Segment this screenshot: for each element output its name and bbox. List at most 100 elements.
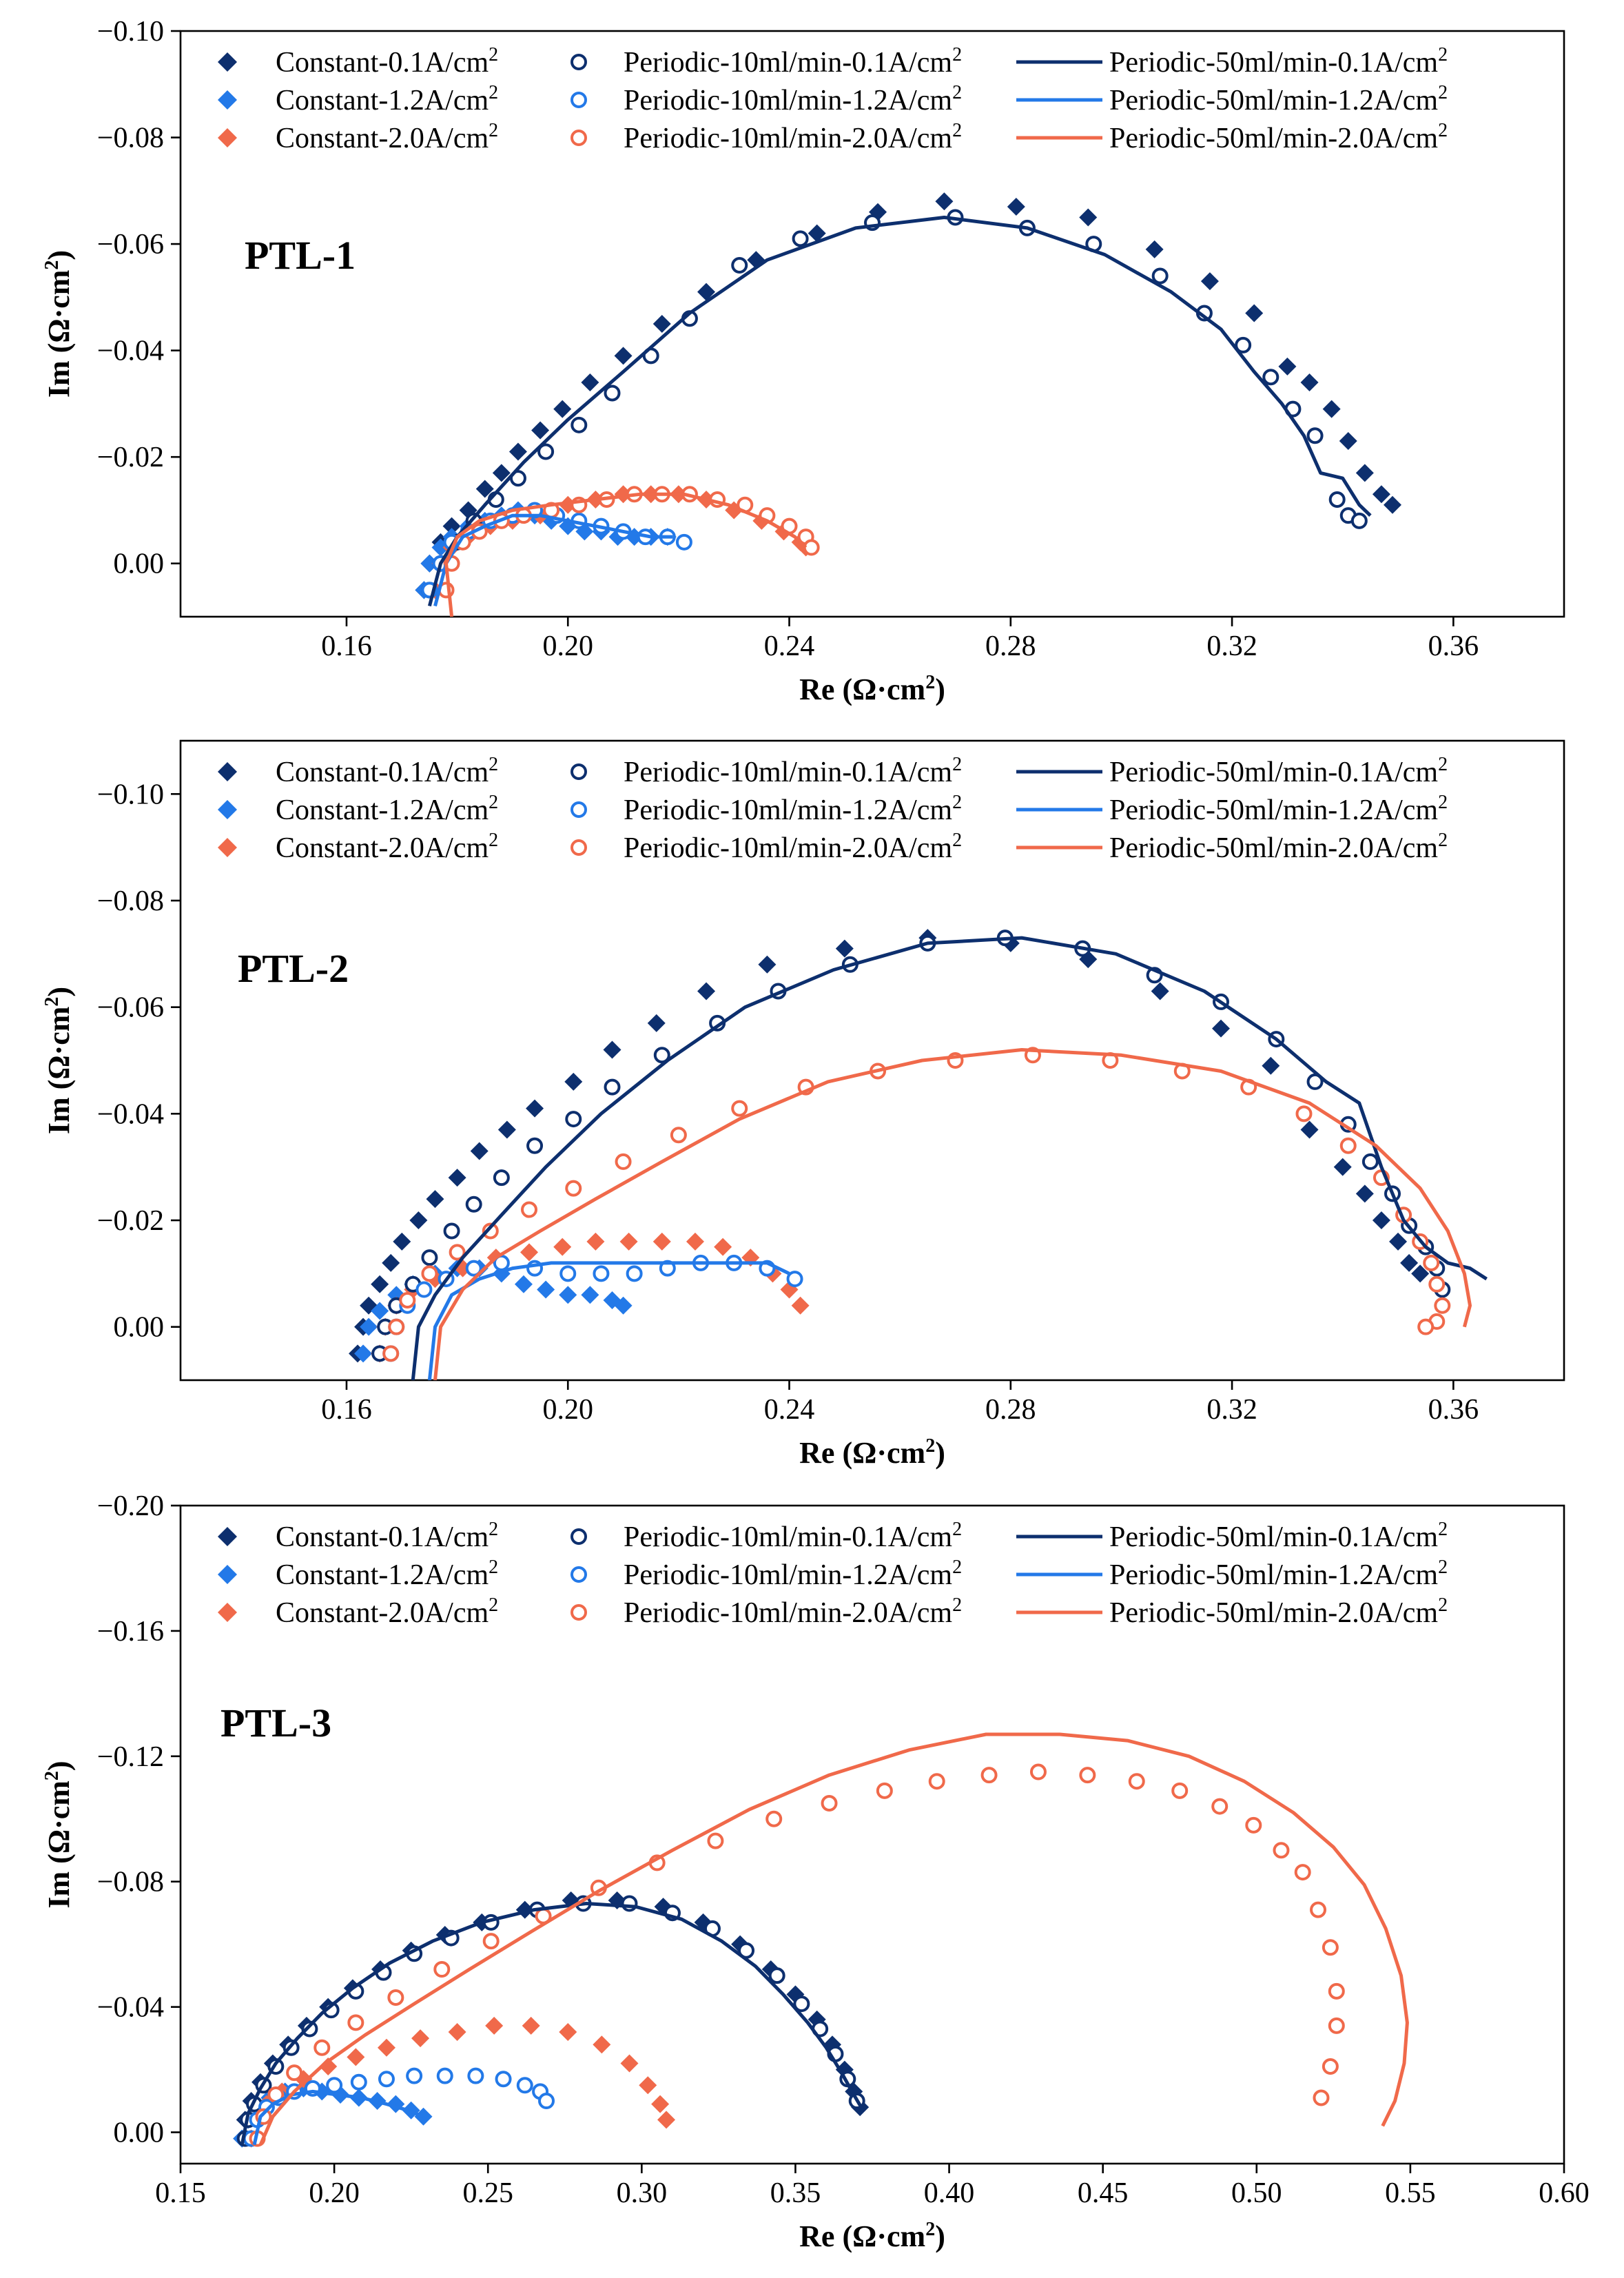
diamond-point xyxy=(1372,485,1390,504)
y-tick-label: −0.08 xyxy=(97,885,164,917)
panel-label: PTL-3 xyxy=(220,1701,331,1745)
diamond-point xyxy=(1300,1120,1319,1139)
diamond-point xyxy=(360,1317,378,1336)
circle-point xyxy=(731,1100,748,1117)
diamond-point xyxy=(1355,1184,1374,1203)
legend-label: Periodic-10ml/min-2.0A/cm2 xyxy=(624,830,962,864)
x-tick-label: 0.30 xyxy=(617,2177,668,2209)
legend-label: Periodic-50ml/min-0.1A/cm2 xyxy=(1109,754,1448,788)
y-tick-label: −0.04 xyxy=(97,336,164,367)
series xyxy=(427,216,1372,607)
legend-label: Periodic-50ml/min-2.0A/cm2 xyxy=(1109,830,1448,864)
diamond-point xyxy=(492,464,511,482)
circle-point xyxy=(493,1169,510,1187)
diamond-point xyxy=(714,1238,732,1256)
circle-point xyxy=(1295,1105,1313,1122)
series xyxy=(433,513,673,607)
series xyxy=(233,1891,870,2148)
legend-label: Periodic-50ml/min-1.2A/cm2 xyxy=(1109,82,1448,116)
diamond-point xyxy=(1262,1056,1280,1075)
legend-diamond-marker xyxy=(218,1527,237,1546)
legend-label: Periodic-10ml/min-0.1A/cm2 xyxy=(624,754,962,788)
y-tick-label: 0.00 xyxy=(114,1312,165,1344)
circle-point xyxy=(928,1773,945,1790)
diamond-point xyxy=(581,1286,599,1304)
x-tick-label: 0.16 xyxy=(321,630,372,662)
series-line xyxy=(252,2089,424,2146)
legend-circle-marker xyxy=(571,763,587,780)
diamond-point xyxy=(639,2076,657,2095)
circle-point xyxy=(1306,1073,1324,1090)
series-line xyxy=(258,1732,1409,2146)
diamond-point xyxy=(382,1253,400,1272)
circle-point xyxy=(465,1260,482,1277)
diamond-point xyxy=(620,2054,639,2073)
diamond-point xyxy=(559,1286,577,1304)
legend-circle-marker xyxy=(571,839,587,856)
circle-point xyxy=(1294,1864,1311,1881)
diamond-point xyxy=(497,1120,516,1139)
circle-point xyxy=(593,1265,610,1282)
diamond-point xyxy=(651,2095,670,2113)
diamond-point xyxy=(409,1211,428,1229)
y-tick-label: −0.10 xyxy=(97,16,164,48)
y-axis-title: Im (Ω·cm2) xyxy=(41,1761,76,1908)
y-tick-label: −0.02 xyxy=(97,442,164,473)
legend-label: Periodic-50ml/min-1.2A/cm2 xyxy=(1109,792,1448,826)
circle-point xyxy=(449,1244,466,1261)
y-tick-label: −0.04 xyxy=(97,1992,164,2024)
circle-point xyxy=(286,2064,303,2082)
x-tick-label: 0.36 xyxy=(1428,630,1479,662)
diamond-point xyxy=(1278,357,1297,376)
panel-label: PTL-2 xyxy=(238,946,349,991)
diamond-point xyxy=(531,421,550,440)
diamond-point xyxy=(319,2058,338,2076)
legend-circle-marker xyxy=(571,54,587,70)
diamond-point xyxy=(1245,304,1264,322)
legend-circle-marker xyxy=(571,1604,587,1621)
diamond-point xyxy=(1322,400,1341,418)
x-axis-title: Re (Ω·cm2) xyxy=(799,672,945,706)
diamond-point xyxy=(1212,1019,1231,1038)
series-line xyxy=(433,513,673,607)
diamond-point xyxy=(442,517,461,535)
legend: Constant-0.1A/cm2Constant-1.2A/cm2Consta… xyxy=(218,1519,1448,1629)
legend: Constant-0.1A/cm2Constant-1.2A/cm2Consta… xyxy=(218,754,1448,864)
legend-label: Constant-0.1A/cm2 xyxy=(276,44,498,79)
legend-circle-marker xyxy=(571,1528,587,1545)
diamond-point xyxy=(791,1296,810,1315)
diamond-point xyxy=(1200,272,1219,291)
diamond-point xyxy=(1355,464,1374,482)
x-tick-label: 0.20 xyxy=(542,630,593,662)
diamond-point xyxy=(652,315,671,333)
y-tick-label: −0.12 xyxy=(97,1741,164,1773)
x-tick-label: 0.55 xyxy=(1385,2177,1436,2209)
y-tick-label: −0.10 xyxy=(97,779,164,810)
circle-point xyxy=(1434,1297,1451,1314)
panel-ptl-1: 0.16 0.20 0.24 0.28 0.32 0.36 0.00 −0.02 −0.04 −0… xyxy=(41,16,1565,706)
diamond-point xyxy=(808,224,826,243)
circle-point xyxy=(1322,1939,1339,1956)
circle-point xyxy=(731,257,748,274)
circle-point xyxy=(1273,1842,1290,1859)
series-line xyxy=(411,936,1488,1380)
x-axis-title: Re (Ω·cm2) xyxy=(799,1435,945,1470)
diamond-point xyxy=(652,1232,671,1251)
plot-area xyxy=(233,1732,1409,2148)
circle-point xyxy=(670,1127,687,1144)
circle-point xyxy=(1350,512,1368,529)
diamond-point xyxy=(371,1275,389,1293)
x-tick-label: 0.32 xyxy=(1206,630,1257,662)
diamond-point xyxy=(1079,208,1098,227)
diamond-point xyxy=(1372,1211,1390,1229)
circle-point xyxy=(707,1832,724,1849)
diamond-point xyxy=(657,2111,676,2129)
diamond-point xyxy=(586,1232,605,1251)
circle-point xyxy=(792,230,809,247)
circle-point xyxy=(1029,1763,1047,1781)
diamond-point xyxy=(758,955,777,974)
y-tick-label: 0.00 xyxy=(114,548,165,580)
plot-area xyxy=(415,192,1402,617)
circle-point xyxy=(1211,1798,1229,1815)
series-line xyxy=(240,1902,865,2146)
